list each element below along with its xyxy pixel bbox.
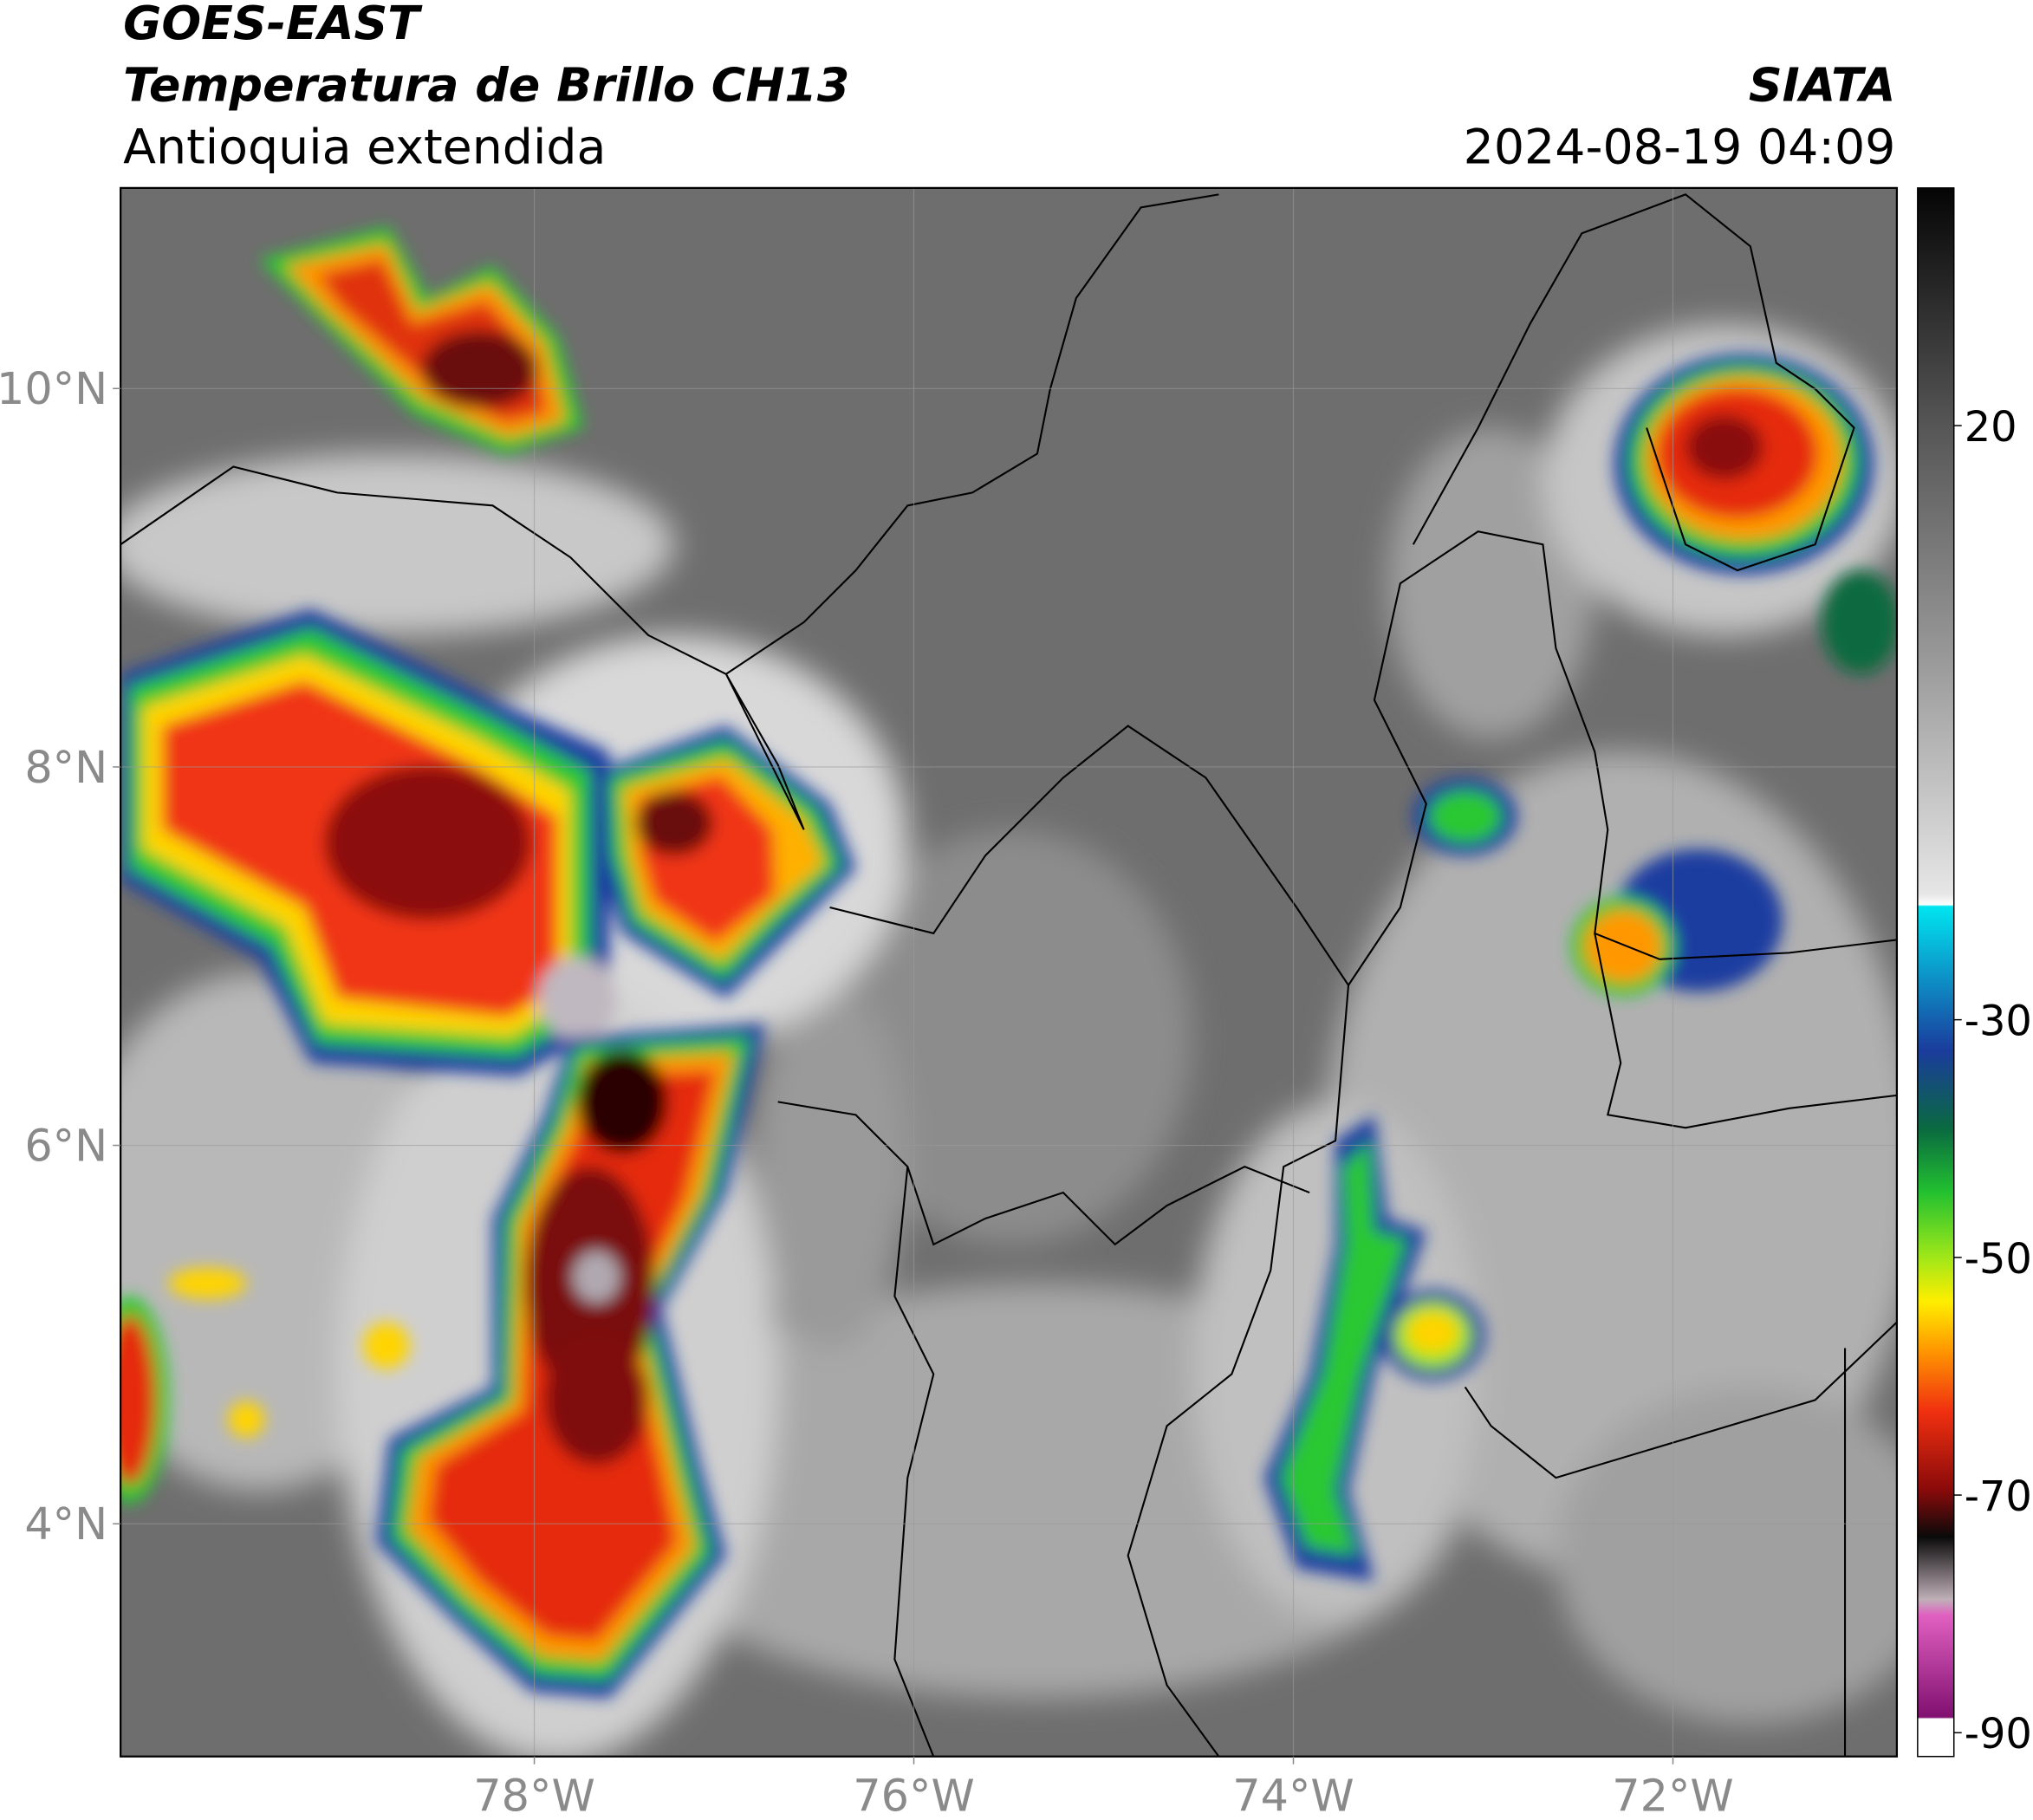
colorbar-tick-label: -50	[1965, 1236, 2032, 1284]
grid	[120, 187, 1897, 1757]
y-tick-label: 8°N	[24, 742, 107, 793]
product: Temperatura de Brillo CH13	[123, 58, 849, 113]
colorbar-tick-label: -30	[1965, 998, 2032, 1046]
y-tick-label: 4°N	[24, 1498, 107, 1550]
y-tick-label: 6°N	[24, 1121, 107, 1172]
source: SIATA	[1749, 58, 1896, 113]
cell-central	[596, 725, 856, 998]
colorbar-tick-label: -90	[1965, 1711, 2032, 1758]
colorbar-tick-label: 20	[1965, 404, 2017, 452]
cell-northeast	[1614, 354, 1874, 575]
cell-streak	[1263, 1115, 1485, 1582]
colorbar	[1917, 187, 1955, 1758]
cell-west	[120, 608, 616, 1076]
x-tick-label: 74°W	[1232, 1771, 1354, 1820]
x-tick-label: 72°W	[1612, 1771, 1733, 1820]
cell-south	[375, 1024, 765, 1699]
y-tick-label: 10°N	[0, 363, 107, 414]
convective-cells	[120, 226, 1897, 1699]
ticks: 78°W 76°W 74°W 72°W 10°N 8°N 6°N 4°N 20 -30 -50 -70…	[0, 363, 2032, 1820]
cloud-field	[120, 323, 1897, 1757]
x-tick-label: 76°W	[853, 1771, 974, 1820]
x-tick-label: 78°W	[473, 1771, 594, 1820]
satellite-image	[120, 187, 1897, 1757]
cell-edge	[120, 1267, 410, 1505]
region: Antioquia extendida	[123, 120, 606, 175]
datetime: 2024-08-19 04:09	[1464, 120, 1896, 175]
borders	[120, 193, 1897, 1757]
satellite: GOES-EAST	[123, 0, 423, 50]
map-frame	[120, 186, 1899, 1758]
colorbar-tick-label: -70	[1965, 1473, 2032, 1521]
